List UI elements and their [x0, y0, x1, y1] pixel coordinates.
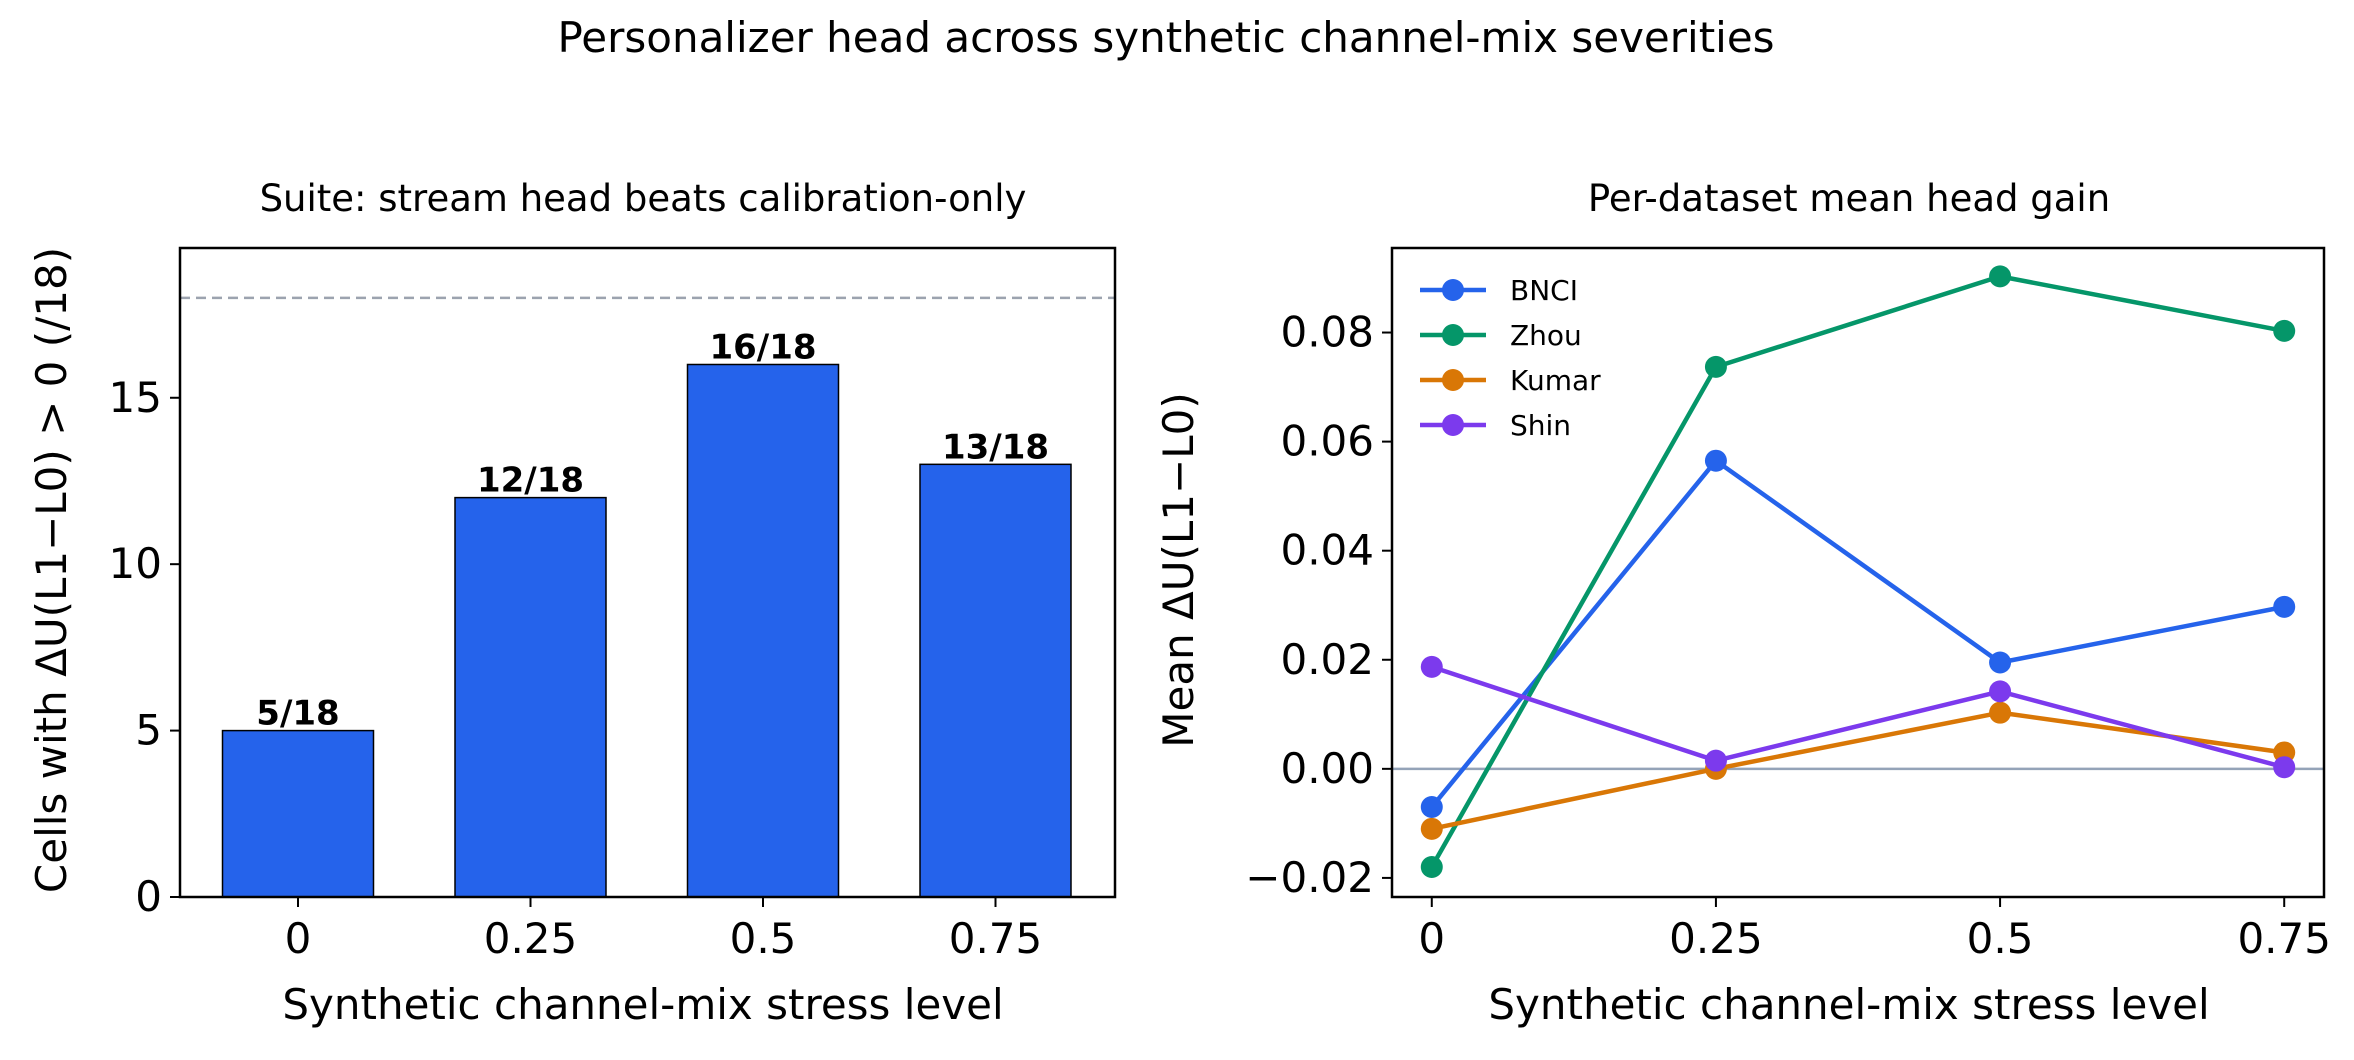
line-chart-panel: Per-dataset mean head gain Mean ΔU(L1−L0…: [1154, 177, 2331, 1029]
y-tick-label: 0.00: [1280, 744, 1374, 793]
bar-0.5: [686, 363, 840, 898]
bar-chart-y-axis-label: Cells with ΔU(L1−L0) > 0 (/18): [27, 247, 76, 893]
y-tick-label: 0: [135, 872, 162, 921]
y-tick-label: 0.04: [1280, 526, 1374, 575]
legend-label-zhou: Zhou: [1510, 319, 1582, 352]
line-series-layer: [1420, 265, 2296, 879]
data-point-bnci: [2273, 595, 2296, 618]
bar-0.25: [454, 496, 607, 898]
data-point-zhou: [1704, 355, 1727, 378]
legend-swatch-marker-shin: [1442, 414, 1464, 436]
bar-chart-title: Suite: stream head beats calibration-onl…: [260, 177, 1027, 220]
data-point-shin: [1989, 680, 2012, 703]
series-line-shin: [1429, 664, 2287, 770]
series-zhou: [1420, 265, 2296, 879]
line-chart-frame: [1390, 246, 2326, 899]
line-chart-y-axis-label: Mean ΔU(L1−L0): [1154, 392, 1203, 747]
data-point-shin: [1420, 655, 1443, 678]
x-tick-label: 0.5: [1967, 914, 2034, 963]
x-tick-label: 0.25: [484, 914, 578, 963]
legend-swatch-marker-kumar: [1442, 369, 1464, 391]
data-point-kumar: [1420, 817, 1443, 840]
series-line-kumar: [1429, 710, 2287, 832]
legend-label-kumar: Kumar: [1510, 364, 1601, 397]
data-point-shin: [1704, 749, 1727, 772]
line-chart-axes: −0.02 0.00 0.02 0.04 0.06 0.08 0 0.25 0.5 0.75: [1245, 246, 2331, 963]
y-tick-label: 5: [135, 706, 162, 755]
bar-0: [221, 729, 375, 898]
bar-value-label: 16/18: [709, 327, 816, 367]
bar-value-label: 5/18: [256, 694, 339, 734]
y-tick-label: 0.06: [1280, 417, 1374, 466]
bar-chart-x-axis-label: Synthetic channel-mix stress level: [282, 980, 1003, 1029]
bar-chart-panel: Suite: stream head beats calibration-onl…: [27, 177, 1117, 1029]
bar-0.75: [919, 463, 1072, 898]
x-tick-label: 0: [285, 914, 312, 963]
y-tick-label: −0.02: [1245, 853, 1374, 902]
legend-swatch-marker-bnci: [1442, 279, 1464, 301]
bar-data-labels: 5/18 12/18 16/18 13/18: [256, 327, 1049, 733]
y-tick-label: 0.02: [1280, 635, 1374, 684]
legend-label-shin: Shin: [1510, 409, 1571, 442]
legend-label-bnci: BNCI: [1510, 274, 1578, 307]
figure-suptitle: Personalizer head across synthetic chann…: [557, 13, 1774, 62]
data-point-zhou: [1989, 265, 2012, 288]
y-tick-label: 15: [109, 373, 162, 422]
x-tick-label: 0.5: [730, 914, 797, 963]
data-point-kumar: [1989, 701, 2012, 724]
x-tick-label: 0.25: [1669, 914, 1763, 963]
bar-chart-frame: [178, 246, 1117, 899]
bar-value-label: 12/18: [477, 461, 584, 501]
y-tick-label: 0.08: [1280, 308, 1374, 357]
data-point-bnci: [1989, 651, 2012, 674]
y-tick-label: 10: [109, 539, 162, 588]
x-tick-label: 0.75: [2237, 914, 2331, 963]
bar-series: [221, 363, 1072, 898]
data-point-bnci: [1420, 796, 1443, 819]
line-chart-x-axis-label: Synthetic channel-mix stress level: [1488, 980, 2209, 1029]
data-point-shin: [2273, 756, 2296, 779]
series-bnci: [1420, 449, 2296, 819]
series-line-bnci: [1429, 458, 2287, 810]
bar-value-label: 13/18: [942, 427, 1049, 467]
data-point-zhou: [2273, 319, 2296, 342]
x-tick-label: 0.75: [949, 914, 1043, 963]
data-point-bnci: [1704, 449, 1727, 472]
legend: BNCI Zhou Kumar Shin: [1420, 274, 1601, 442]
x-tick-label: 0: [1418, 914, 1445, 963]
legend-swatch-marker-zhou: [1442, 324, 1464, 346]
series-shin: [1420, 655, 2296, 779]
bar-chart-axes: 0 5 10 15 0 0.25 0.5 0.75: [109, 246, 1117, 963]
series-line-zhou: [1429, 274, 2287, 870]
line-chart-title: Per-dataset mean head gain: [1588, 177, 2110, 220]
data-point-zhou: [1420, 856, 1443, 879]
